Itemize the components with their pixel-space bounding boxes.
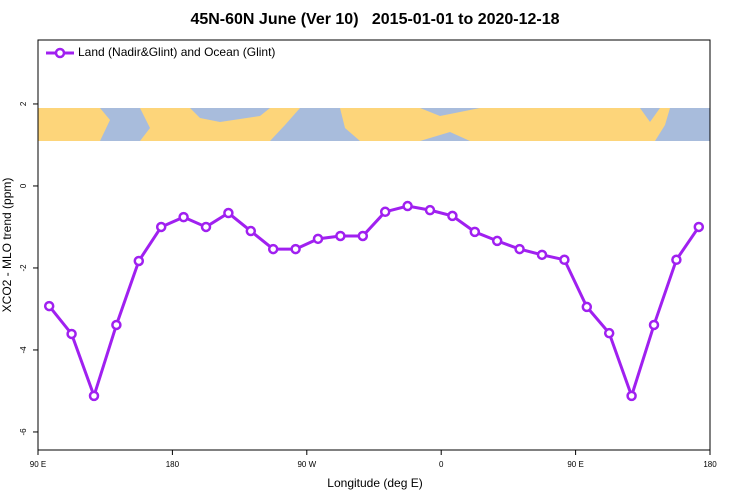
- data-point: [581, 301, 593, 313]
- data-point: [424, 204, 436, 216]
- data-point: [66, 328, 77, 340]
- data-point: [491, 235, 503, 247]
- data-point: [536, 249, 548, 261]
- data-point: [43, 300, 55, 312]
- series-line: [48, 204, 701, 401]
- y-tick-label: 0: [19, 183, 28, 188]
- data-point: [200, 221, 212, 233]
- data-point: [357, 230, 369, 242]
- data-point: [111, 319, 122, 331]
- data-point: [133, 255, 145, 267]
- x-tick-label: 180: [703, 460, 717, 469]
- data-point: [648, 319, 660, 331]
- map-strip: [38, 108, 710, 141]
- data-point: [671, 254, 682, 266]
- x-tick-label: 90 E: [30, 460, 46, 469]
- data-point: [155, 221, 167, 233]
- x-tick-label: 90 W: [297, 460, 316, 469]
- data-point: [245, 225, 257, 237]
- data-point: [312, 233, 324, 245]
- data-point: [402, 200, 413, 212]
- data-point: [178, 211, 189, 223]
- data-point: [223, 207, 234, 219]
- x-tick-label: 90 E: [567, 460, 583, 469]
- chart-title: 45N-60N June (Ver 10) 2015-01-01 to 2020…: [190, 11, 559, 28]
- data-point: [290, 243, 301, 255]
- legend-label: Land (Nadir&Glint) and Ocean (Glint): [78, 45, 275, 59]
- data-point: [559, 254, 570, 266]
- data-point: [267, 243, 279, 255]
- y-tick-label: -6: [19, 428, 28, 436]
- data-point: [379, 206, 391, 218]
- data-point: [603, 327, 615, 339]
- data-point: [88, 390, 100, 402]
- y-tick-label: -4: [19, 346, 28, 354]
- y-tick-label: -2: [19, 264, 28, 272]
- x-axis-label: Longitude (deg E): [327, 476, 422, 490]
- data-point: [514, 243, 525, 255]
- y-axis-label: XCO2 - MLO trend (ppm): [0, 178, 14, 313]
- x-tick-label: 180: [166, 460, 180, 469]
- legend-marker: [54, 47, 66, 59]
- x-tick-label: 0: [439, 460, 444, 469]
- data-point: [469, 226, 481, 238]
- data-point: [447, 210, 458, 222]
- data-point: [693, 221, 705, 233]
- y-tick-label: 2: [19, 101, 28, 106]
- data-point: [335, 230, 346, 242]
- plot-frame: [37, 39, 711, 451]
- data-point: [626, 390, 637, 402]
